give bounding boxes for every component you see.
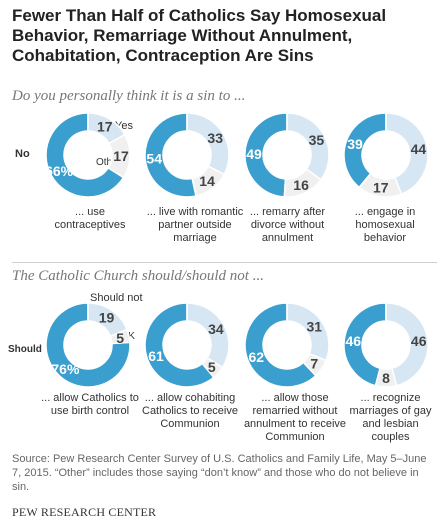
caption-1: ... use contraceptives xyxy=(54,206,126,231)
donut-value-label: 5 xyxy=(116,330,124,346)
donut-slice xyxy=(144,302,215,388)
caption-8: ... recognize marriages of gay and lesbi… xyxy=(349,392,432,443)
section2-subtitle: The Catholic Church should/should not ..… xyxy=(12,268,264,284)
donut-slice xyxy=(109,328,131,345)
donut-value-label: 54 xyxy=(146,151,162,167)
donut-value-label: 19 xyxy=(99,310,115,326)
donut-value-label: 34 xyxy=(208,321,224,337)
label-should-not: Should not xyxy=(90,292,143,304)
donut-slice xyxy=(244,302,317,388)
source-note: Source: Pew Research Center Survey of U.… xyxy=(12,453,427,493)
donut-value-label: 46 xyxy=(346,333,362,349)
donut-value-label: 35 xyxy=(309,132,325,148)
donut-slice xyxy=(283,168,323,198)
section1-subtitle: Do you personally think it is a sin to .… xyxy=(12,88,246,104)
donut-slice xyxy=(191,165,226,197)
donut-value-label: 7 xyxy=(310,356,318,372)
donut-value-label: 31 xyxy=(307,319,323,335)
donut-value-label: 14 xyxy=(199,173,215,189)
donut-slice xyxy=(374,367,398,388)
label-other: Other xyxy=(96,157,122,168)
donut-value-label: 49 xyxy=(246,146,262,162)
donut-slice xyxy=(201,356,224,379)
label-should: Should xyxy=(8,344,42,355)
donut-value-label: 46 xyxy=(411,333,427,349)
donut-slice xyxy=(107,133,131,179)
donut-value-label: 66% xyxy=(45,163,74,179)
donut-slice xyxy=(45,112,125,198)
donut-slice xyxy=(302,352,328,377)
caption-3: ... remarry after divorce without annulm… xyxy=(249,206,326,244)
donut-value-label: 8 xyxy=(382,370,390,386)
donut-value-label: 5 xyxy=(208,359,216,375)
donut-value-label: 76% xyxy=(51,361,80,377)
caption-7: ... allow those remarried without annulm… xyxy=(243,392,347,443)
donut-slice xyxy=(144,112,197,198)
caption-5: ... allow Catholics to use birth control xyxy=(41,392,139,417)
donut-slice xyxy=(358,172,403,198)
donut-value-label: 39 xyxy=(347,136,363,152)
donut-slice xyxy=(244,112,288,198)
donut-slice xyxy=(45,302,131,388)
donut-value-label: 16 xyxy=(293,177,309,193)
donut-value-label: 44 xyxy=(411,141,427,157)
label-no: No xyxy=(15,148,30,160)
caption-2: ... live with romantic partner outside m… xyxy=(146,206,244,244)
caption-6: ... allow cohabiting Catholics to receiv… xyxy=(142,392,238,430)
donut-slice xyxy=(343,302,387,387)
donut-value-label: 61 xyxy=(148,348,164,364)
donut-slice xyxy=(286,112,330,181)
donut-slice xyxy=(385,112,429,196)
donut-value-label: 33 xyxy=(207,130,223,146)
chart-title: Fewer Than Half of Catholics Say Homosex… xyxy=(12,6,387,65)
footer-credit: PEW RESEARCH CENTER xyxy=(12,505,157,519)
donut-slice xyxy=(385,302,429,387)
donut-value-label: 17 xyxy=(97,119,113,135)
donut-value-label: 62 xyxy=(249,349,265,365)
section-divider xyxy=(12,262,437,263)
caption-4: ... engage in homosexual behavior xyxy=(354,206,416,244)
donut-value-label: 17 xyxy=(373,180,389,196)
donut-value-label: 17 xyxy=(113,148,129,164)
donut-slice xyxy=(343,112,387,189)
